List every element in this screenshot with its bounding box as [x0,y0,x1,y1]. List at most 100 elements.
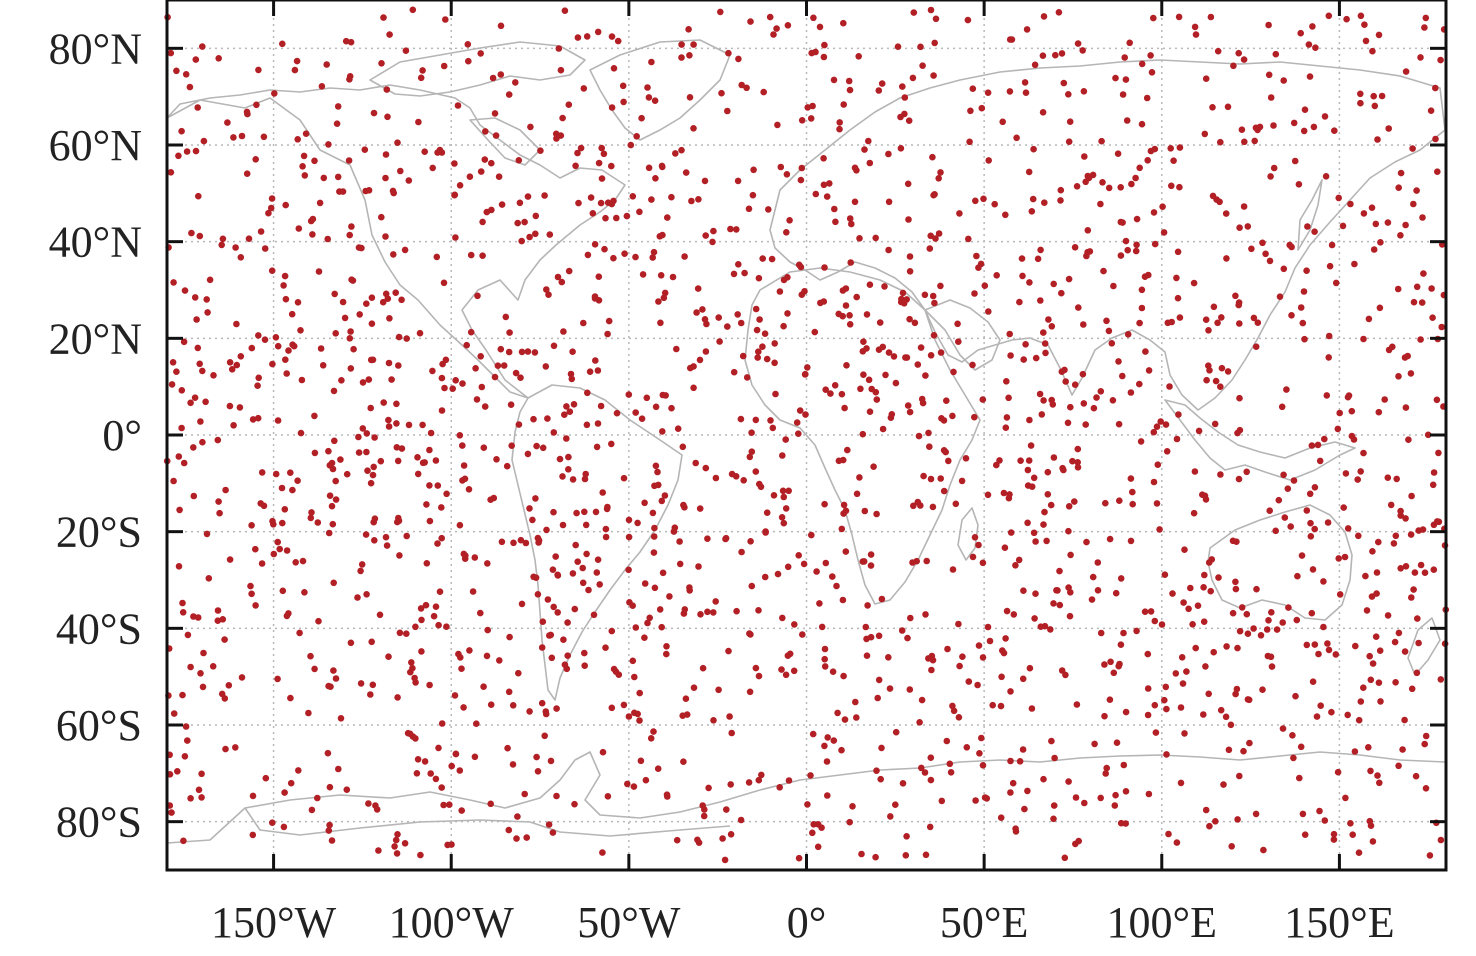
station-point [319,362,327,369]
station-point [904,402,912,409]
station-point [432,603,440,610]
station-point [1392,679,1399,686]
station-point [668,193,675,201]
station-point [795,552,802,559]
station-point [1202,75,1210,82]
station-point [1038,411,1046,418]
lat-tick-label: 0° [102,411,142,460]
station-point [430,612,438,620]
station-point [1222,713,1230,721]
station-point [391,843,398,850]
station-point [506,633,513,641]
station-point [315,617,322,625]
station-point [1113,739,1121,746]
station-point [1177,704,1185,711]
station-point [1278,403,1286,411]
station-point [1276,293,1284,301]
station-point [669,273,677,281]
station-point [807,115,815,122]
station-point [408,659,415,666]
station-point [859,558,867,565]
station-point [834,709,841,717]
station-point [287,779,295,787]
station-point [821,500,828,508]
station-point [1137,438,1145,445]
coastline-antarctica [166,751,1446,844]
station-point [1041,199,1048,206]
station-point [1081,799,1088,807]
station-point [709,238,716,246]
station-point [471,753,479,761]
station-point [921,769,929,776]
station-point [370,463,378,471]
station-point [314,519,322,526]
station-point [324,749,332,757]
station-point [840,501,848,509]
station-point [1106,535,1114,543]
station-point [899,780,907,787]
station-point [818,623,826,631]
station-point [1275,496,1283,504]
station-point [686,52,693,59]
station-point [821,742,828,750]
station-point [969,85,977,92]
station-point [755,607,762,614]
coastline-greenland [589,39,731,141]
station-point [673,345,680,353]
station-point [1207,587,1214,595]
station-point [1257,632,1265,639]
station-point [565,466,572,473]
station-markers [163,6,1450,864]
station-point [532,212,540,220]
coastline-antarctic-lower [244,807,731,837]
station-point [193,316,200,323]
station-point [1408,594,1415,601]
station-point [1167,145,1174,152]
station-point [1127,389,1135,396]
station-point [873,767,880,774]
station-point [956,662,963,670]
station-point [440,279,448,287]
station-point [238,674,246,681]
station-point [746,453,754,461]
station-point [278,484,286,492]
station-point [776,784,783,791]
station-point [1301,335,1308,343]
station-point [280,823,288,831]
station-point [1143,94,1151,102]
station-point [752,664,760,672]
station-point [1316,457,1324,465]
station-point [1110,282,1117,290]
station-point [1200,711,1207,718]
station-point [1163,448,1171,455]
station-point [1030,529,1038,537]
station-point [414,470,422,478]
station-point [629,193,637,200]
station-point [846,215,854,222]
station-point [451,160,458,167]
station-point [865,137,872,145]
station-point [721,856,729,864]
station-point [516,199,524,207]
station-point [541,192,548,199]
station-point [1163,751,1170,758]
station-point [810,14,817,22]
station-point [1413,669,1421,677]
station-point [1328,241,1336,249]
station-point [199,683,207,691]
station-point [737,319,745,327]
station-point [1267,653,1275,661]
station-point [1384,474,1392,482]
station-point [209,663,217,670]
station-point [1156,526,1163,533]
station-point [842,507,850,515]
station-point [1218,364,1226,372]
station-point [219,235,227,243]
station-point [181,753,189,760]
station-point [463,341,471,349]
station-point [556,455,564,463]
station-point [469,588,477,595]
station-point [608,704,616,712]
station-point [347,365,355,372]
station-point [796,407,804,414]
